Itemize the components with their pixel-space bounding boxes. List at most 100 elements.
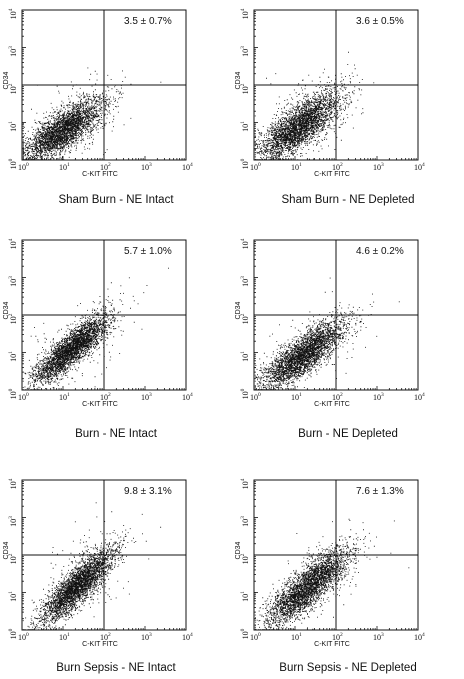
caption-sham-depleted: Sham Burn - NE Depleted bbox=[281, 194, 415, 206]
quadrant-percentage-label: 3.5 ± 0.7% bbox=[124, 16, 172, 27]
x-tick-label: 101 bbox=[291, 392, 302, 402]
flow-plot-sham-depleted: 100 101 102 103 104 100 101 102 103 104 C-KIT FITC… bbox=[235, 8, 425, 178]
x-tick-label: 100 bbox=[250, 392, 261, 402]
x-tick-label: 103 bbox=[373, 162, 384, 172]
y-axis-label: CD34 bbox=[235, 301, 242, 319]
quadrant-percentage-label: 7.6 ± 1.3% bbox=[356, 486, 404, 497]
x-tick-label: 102 bbox=[332, 632, 343, 642]
caption-sham-intact: Sham Burn - NE Intact bbox=[58, 194, 174, 206]
y-tick-label: 102 bbox=[8, 313, 18, 324]
y-axis-label: CD34 bbox=[3, 541, 10, 559]
event-dots bbox=[254, 518, 410, 631]
y-axis-label: CD34 bbox=[235, 71, 242, 89]
y-tick-label: 102 bbox=[240, 313, 250, 324]
caption-burn-depleted: Burn - NE Depleted bbox=[298, 428, 398, 440]
x-tick-label: 103 bbox=[141, 162, 152, 172]
panel-sham-intact: 100 101 102 103 104 100 101 102 103 104 C-KIT FITC… bbox=[0, 0, 232, 226]
y-axis-label: CD34 bbox=[3, 301, 10, 319]
y-tick-label: 101 bbox=[8, 121, 18, 132]
quadrant-percentage-label: 4.6 ± 0.2% bbox=[356, 246, 404, 257]
y-tick-label: 100 bbox=[240, 158, 250, 169]
event-dot-cloud bbox=[254, 277, 400, 391]
event-dots bbox=[254, 51, 375, 161]
tick-marks bbox=[253, 239, 419, 391]
y-axis-label: CD34 bbox=[235, 541, 242, 559]
x-tick-label: 101 bbox=[59, 392, 70, 402]
y-tick-label: 103 bbox=[8, 46, 18, 57]
y-tick-label: 103 bbox=[8, 516, 18, 527]
event-dot-cloud bbox=[22, 267, 169, 391]
x-tick-label: 102 bbox=[100, 632, 111, 642]
tick-marks bbox=[21, 9, 187, 161]
y-tick-label: 104 bbox=[8, 478, 18, 489]
tick-marks bbox=[253, 479, 419, 631]
x-tick-label: 100 bbox=[18, 632, 29, 642]
y-tick-label: 100 bbox=[240, 388, 250, 399]
y-tick-label: 100 bbox=[8, 628, 18, 639]
y-tick-label: 103 bbox=[8, 276, 18, 287]
y-tick-label: 104 bbox=[8, 238, 18, 249]
y-tick-label: 101 bbox=[8, 591, 18, 602]
panel-sepsis-intact: 100 101 102 103 104 100 101 102 103 104 C-KIT FITC… bbox=[0, 452, 232, 678]
quadrant-percentage-label: 5.7 ± 1.0% bbox=[124, 246, 172, 257]
tick-marks bbox=[21, 239, 187, 391]
x-tick-label: 104 bbox=[414, 162, 425, 172]
tick-marks bbox=[253, 9, 419, 161]
y-tick-label: 100 bbox=[8, 158, 18, 169]
x-tick-label: 101 bbox=[291, 162, 302, 172]
tick-marks bbox=[21, 479, 187, 631]
y-tick-label: 104 bbox=[240, 8, 250, 19]
event-dot-cloud bbox=[254, 518, 410, 631]
flow-plot-sham-intact: 100 101 102 103 104 100 101 102 103 104 C-KIT FITC… bbox=[3, 8, 193, 178]
flow-plot-sepsis-depleted: 100 101 102 103 104 100 101 102 103 104 C-KIT FITC… bbox=[235, 478, 425, 648]
y-tick-label: 104 bbox=[240, 238, 250, 249]
x-tick-label: 103 bbox=[373, 392, 384, 402]
x-axis-label: C-KIT FITC bbox=[82, 171, 118, 178]
panel-sepsis-depleted: 100 101 102 103 104 100 101 102 103 104 C-KIT FITC… bbox=[232, 452, 464, 678]
flow-plot-burn-depleted: 100 101 102 103 104 100 101 102 103 104 C-KIT FITC… bbox=[235, 238, 425, 408]
x-tick-label: 104 bbox=[182, 162, 193, 172]
x-tick-label: 102 bbox=[332, 162, 343, 172]
flow-plot-burn-intact: 100 101 102 103 104 100 101 102 103 104 C-KIT FITC… bbox=[3, 238, 193, 408]
event-dot-cloud bbox=[22, 502, 162, 631]
x-tick-label: 103 bbox=[373, 632, 384, 642]
x-tick-label: 100 bbox=[250, 162, 261, 172]
y-tick-label: 100 bbox=[240, 628, 250, 639]
x-tick-label: 103 bbox=[141, 392, 152, 402]
panel-burn-depleted: 100 101 102 103 104 100 101 102 103 104 C-KIT FITC… bbox=[232, 226, 464, 452]
y-tick-label: 101 bbox=[240, 591, 250, 602]
quadrant-percentage-label: 3.6 ± 0.5% bbox=[356, 16, 404, 27]
event-dots bbox=[254, 277, 400, 391]
x-tick-label: 100 bbox=[18, 392, 29, 402]
y-tick-label: 102 bbox=[240, 553, 250, 564]
event-dots bbox=[22, 67, 162, 161]
y-tick-label: 100 bbox=[8, 388, 18, 399]
event-dots bbox=[22, 502, 162, 631]
x-tick-label: 104 bbox=[414, 632, 425, 642]
x-axis-label: C-KIT FITC bbox=[314, 401, 350, 408]
x-tick-label: 104 bbox=[182, 392, 193, 402]
x-axis-label: C-KIT FITC bbox=[82, 641, 118, 648]
y-tick-label: 102 bbox=[240, 83, 250, 94]
x-tick-label: 100 bbox=[250, 632, 261, 642]
y-tick-label: 102 bbox=[8, 553, 18, 564]
y-tick-label: 101 bbox=[240, 351, 250, 362]
x-axis-label: C-KIT FITC bbox=[82, 401, 118, 408]
y-tick-label: 101 bbox=[8, 351, 18, 362]
y-tick-label: 104 bbox=[240, 478, 250, 489]
event-dot-cloud bbox=[254, 51, 375, 161]
y-tick-label: 103 bbox=[240, 46, 250, 57]
quadrant-percentage-label: 9.8 ± 3.1% bbox=[124, 486, 172, 497]
flow-plot-sepsis-intact: 100 101 102 103 104 100 101 102 103 104 C-KIT FITC… bbox=[3, 478, 193, 648]
panel-sham-depleted: 100 101 102 103 104 100 101 102 103 104 C-KIT FITC… bbox=[232, 0, 464, 226]
caption-sepsis-depleted: Burn Sepsis - NE Depleted bbox=[279, 662, 417, 674]
panel-burn-intact: 100 101 102 103 104 100 101 102 103 104 C-KIT FITC… bbox=[0, 226, 232, 452]
x-tick-label: 102 bbox=[100, 162, 111, 172]
y-tick-label: 103 bbox=[240, 276, 250, 287]
y-tick-label: 102 bbox=[8, 83, 18, 94]
y-axis-label: CD34 bbox=[3, 71, 10, 89]
event-dots bbox=[22, 267, 169, 391]
x-tick-label: 102 bbox=[100, 392, 111, 402]
x-tick-label: 103 bbox=[141, 632, 152, 642]
x-axis-label: C-KIT FITC bbox=[314, 171, 350, 178]
